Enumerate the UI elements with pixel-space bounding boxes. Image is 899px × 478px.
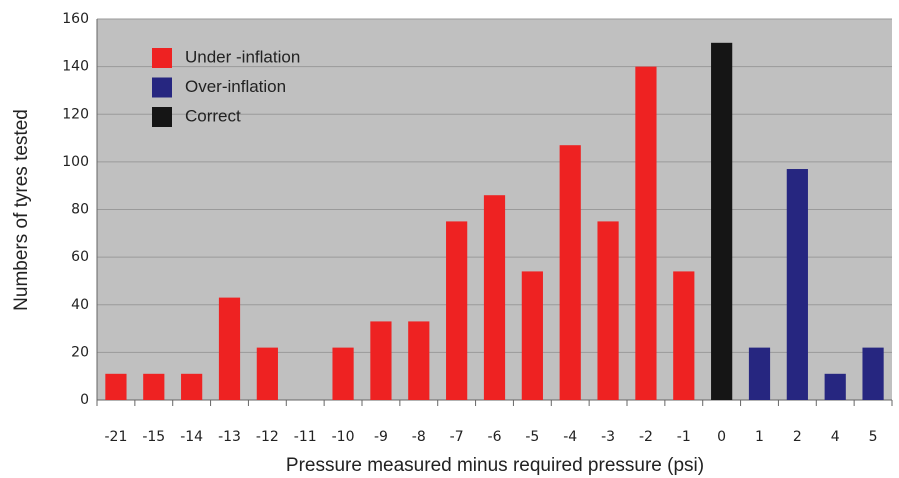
x-tick-label: -6 — [488, 429, 502, 445]
bar — [673, 271, 695, 400]
y-tick-label: 40 — [71, 297, 89, 313]
x-tick-label: -21 — [104, 429, 127, 445]
x-tick-label: -10 — [332, 429, 355, 445]
y-tick-label: 20 — [71, 344, 89, 360]
y-tick-label: 100 — [62, 154, 89, 170]
x-tick-label: -1 — [677, 429, 691, 445]
bar — [597, 221, 619, 400]
x-tick-label: -9 — [374, 429, 388, 445]
bar — [256, 347, 278, 400]
bar — [143, 373, 165, 400]
x-tick-label: -14 — [180, 429, 203, 445]
x-tick-label: -15 — [142, 429, 165, 445]
x-tick-label: -13 — [218, 429, 241, 445]
x-tick-label: 4 — [831, 429, 840, 445]
x-tick-label: 0 — [717, 429, 726, 445]
y-tick-label: 160 — [62, 11, 89, 27]
x-tick-label: 5 — [869, 429, 878, 445]
y-tick-label: 0 — [80, 392, 89, 408]
x-tick-label: -5 — [525, 429, 539, 445]
bar — [711, 42, 733, 400]
bar — [332, 347, 354, 400]
x-tick-label: -11 — [294, 429, 317, 445]
x-tick-label: 1 — [755, 429, 764, 445]
bar — [483, 195, 506, 400]
legend-swatch — [152, 48, 172, 68]
bar — [181, 373, 203, 400]
bar — [748, 347, 771, 400]
y-tick-label: 120 — [62, 106, 89, 122]
bar — [446, 221, 468, 400]
x-tick-label: -8 — [412, 429, 426, 445]
bar — [635, 66, 657, 400]
y-tick-label: 140 — [62, 59, 89, 75]
bar — [370, 321, 392, 400]
x-axis-title: Pressure measured minus required pressur… — [286, 455, 704, 476]
x-tick-label: 2 — [793, 429, 802, 445]
legend-label: Under -inflation — [185, 47, 300, 66]
x-tick-label: -2 — [639, 429, 653, 445]
bar — [824, 373, 846, 400]
legend-label: Correct — [185, 106, 241, 125]
x-tick-label: -3 — [601, 429, 615, 445]
legend-swatch — [152, 107, 172, 127]
bar — [218, 297, 241, 400]
x-tick-label: -4 — [563, 429, 577, 445]
bar — [105, 373, 127, 400]
y-axis-title: Numbers of tyres tested — [11, 109, 32, 311]
bar — [521, 271, 543, 400]
x-tick-label: -12 — [256, 429, 279, 445]
legend-label: Over-inflation — [185, 77, 286, 96]
bar — [862, 347, 884, 400]
legend-swatch — [152, 77, 172, 98]
bar — [408, 321, 430, 400]
bar — [786, 169, 808, 400]
bar — [559, 145, 581, 400]
x-tick-label: -7 — [450, 429, 464, 445]
y-tick-label: 80 — [71, 202, 89, 218]
y-tick-label: 60 — [71, 249, 89, 265]
